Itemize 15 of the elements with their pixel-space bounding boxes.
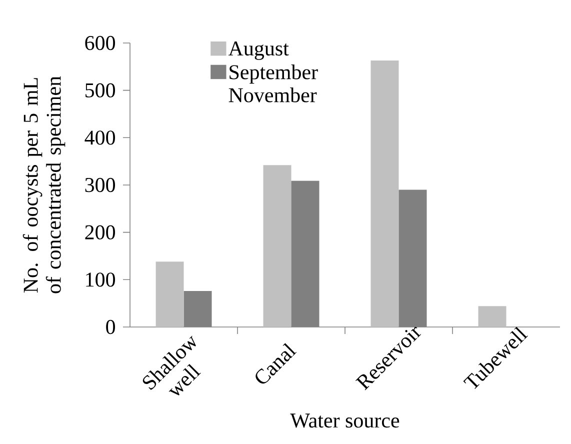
y-axis-title: No. of oocysts per 5 mL of concentrated specimen	[22, 76, 66, 294]
legend-label: September November	[228, 64, 318, 102]
legend-label: August	[228, 42, 289, 60]
y-tick-label: 400	[84, 130, 116, 145]
y-tick-label: 300	[85, 178, 116, 192]
y-tick-label: 100	[86, 272, 116, 287]
y-tick-label: 500	[86, 83, 116, 98]
y-tick-label: 0	[106, 320, 116, 334]
bar	[478, 306, 506, 327]
bar	[156, 262, 184, 327]
y-tick-label: 200	[85, 225, 116, 240]
bar	[263, 165, 292, 327]
y-tick-label: 600	[85, 36, 116, 50]
bar	[370, 60, 399, 327]
x-axis-title: Water source	[290, 414, 400, 428]
